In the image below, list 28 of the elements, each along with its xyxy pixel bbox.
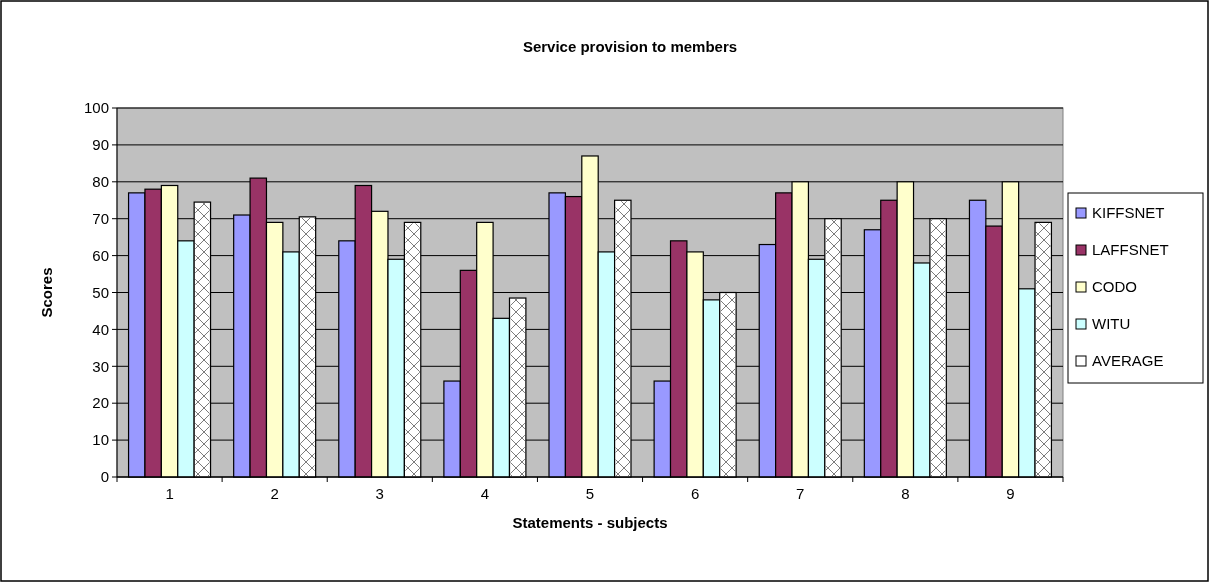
y-tick-label: 40 xyxy=(92,320,109,338)
legend-label: KIFFSNET xyxy=(1092,204,1165,222)
x-tick-label: 8 xyxy=(901,485,910,502)
legend-label: WITU xyxy=(1092,315,1131,333)
x-tick-label: 4 xyxy=(480,485,490,502)
x-tick-label: 6 xyxy=(690,485,700,502)
y-tick-label: 100 xyxy=(83,99,109,117)
y-tick-label: 0 xyxy=(100,468,109,486)
y-tick-label: 90 xyxy=(92,136,109,154)
legend-label: AVERAGE xyxy=(1092,352,1164,370)
y-tick-label: 50 xyxy=(92,283,109,301)
y-tick-label: 60 xyxy=(92,246,109,264)
y-tick-label: 80 xyxy=(92,173,109,191)
y-tick-label: 20 xyxy=(92,394,109,412)
chart-title: Service provision to members xyxy=(522,38,738,55)
legend-label: CODO xyxy=(1092,278,1137,296)
x-tick-label: 7 xyxy=(796,485,805,502)
x-tick-label: 1 xyxy=(165,485,174,502)
y-tick-label: 10 xyxy=(92,431,109,449)
x-tick-label: 5 xyxy=(585,485,595,502)
y-axis-title: Scores xyxy=(38,267,55,318)
legend-label: LAFFSNET xyxy=(1092,241,1169,259)
y-tick-label: 70 xyxy=(92,209,109,227)
x-tick-label: 2 xyxy=(270,485,279,502)
x-axis-title: Statements - subjects xyxy=(512,514,668,531)
y-tick-label: 30 xyxy=(92,357,109,375)
x-tick-label: 9 xyxy=(1006,485,1015,502)
x-tick-label: 3 xyxy=(375,485,384,502)
